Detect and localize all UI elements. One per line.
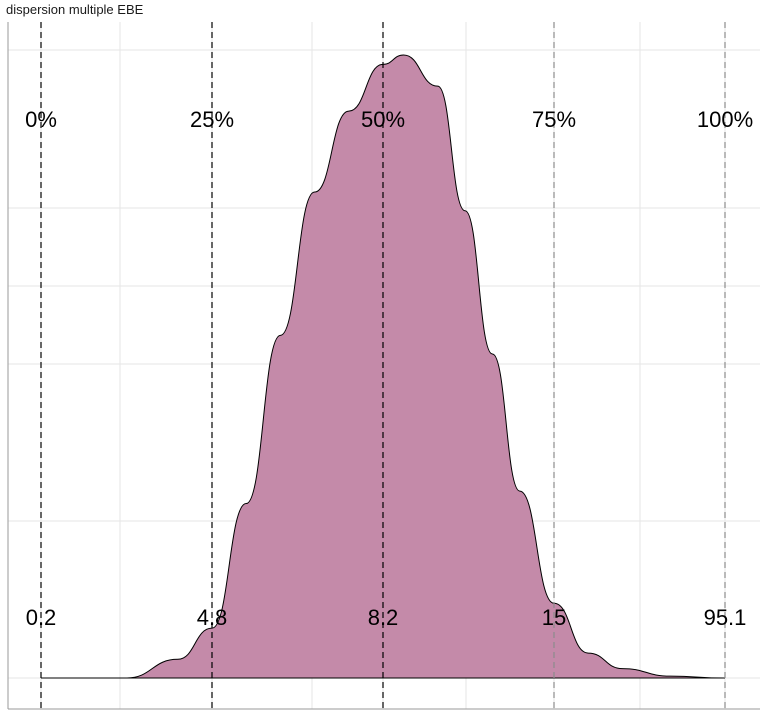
quantile-labels: 0% 0.2 25% 4.8 50% 8.2 75% 15 100% 95.1	[25, 107, 753, 630]
quantile-value-label: 95.1	[704, 605, 747, 630]
axes	[7, 22, 760, 710]
quantile-value-label: 8.2	[368, 605, 399, 630]
quantile-value-label: 15	[542, 605, 566, 630]
quantile-value-label: 4.8	[197, 605, 228, 630]
quantile-value-label: 0.2	[26, 605, 57, 630]
quantile-percent-label: 25%	[190, 107, 234, 132]
quantile-percent-label: 75%	[532, 107, 576, 132]
quantile-percent-label: 50%	[361, 107, 405, 132]
chart-title: dispersion multiple EBE	[6, 2, 144, 17]
quantile-lines	[40, 22, 726, 709]
quantile-percent-label: 100%	[697, 107, 753, 132]
quantile-percent-label: 0%	[25, 107, 57, 132]
